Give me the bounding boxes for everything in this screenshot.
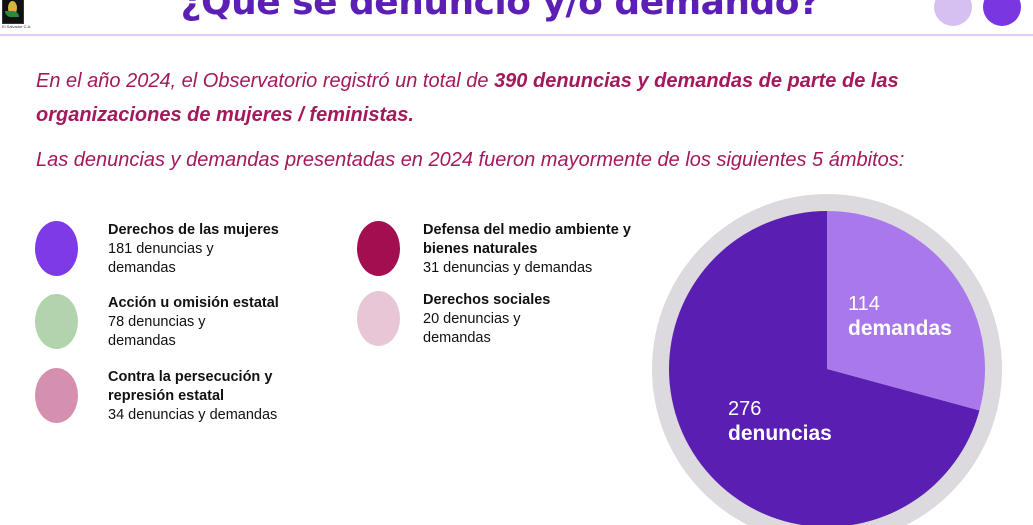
legend-item: Acción u omisión estatal 78 denuncias y de… [35,294,279,351]
pie-label-name: demandas [848,317,952,340]
legend-title: Contra la persecución y [108,369,273,385]
legend-count: 34 denuncias y demandas [108,407,278,423]
leaf-icon [5,11,19,17]
intro-line-3: Las denuncias y demandas presentadas en … [36,149,905,171]
legend-title: Derechos sociales [423,292,551,308]
legend-count: 78 denuncias y [108,314,206,330]
legend-title: Defensa del medio ambiente y [423,222,631,238]
intro-text: En el año 2024, el Observatorio registró… [36,70,495,92]
corn-icon [8,1,17,15]
legend-swatch [35,294,78,349]
logo-text: El Salvador C.A. [2,24,32,29]
legend-count: 31 denuncias y demandas [423,260,593,276]
legend-item: Derechos de las mujeres 181 denuncias y de… [35,221,279,278]
legend-count-cont: demandas [423,330,491,346]
intro-line-2: organizaciones de mujeres / feministas. [36,104,414,127]
legend-title: Derechos de las mujeres [108,222,279,238]
legend-title-cont: bienes naturales [423,241,538,257]
pie-label-value: 114 [848,293,880,315]
page-title: ¿Qué se denunció y/o demandó? [180,0,820,23]
pie-slice-denuncias [668,211,980,525]
legend-item: Defensa del medio ambiente y bienes natur… [357,221,631,278]
legend-swatch [35,368,78,423]
pie-label-name: denuncias [728,422,832,445]
legend-title-cont: represión estatal [108,388,225,404]
legend-swatch [357,221,400,276]
intro-highlight-2: organizaciones de mujeres / feministas. [36,104,414,126]
legend-count: 20 denuncias y [423,311,521,327]
legend-title: Acción u omisión estatal [108,295,279,311]
intro-highlight: 390 denuncias y demandas de parte de las [494,70,899,92]
intro-line-1: En el año 2024, el Observatorio registró… [36,70,899,93]
pie-slice-demandas [827,211,985,411]
legend-item: Contra la persecución y represión estatal… [35,368,277,425]
pie-label-value: 276 [728,398,761,420]
header-divider [0,34,1033,36]
legend-swatch [357,291,400,346]
legend-swatch [35,221,78,276]
legend-count-cont: demandas [108,333,176,349]
logo [2,0,24,24]
legend-count-cont: demandas [108,260,176,276]
legend-item: Derechos sociales 20 denuncias y demandas [357,291,550,348]
legend-count: 181 denuncias y [108,241,214,257]
